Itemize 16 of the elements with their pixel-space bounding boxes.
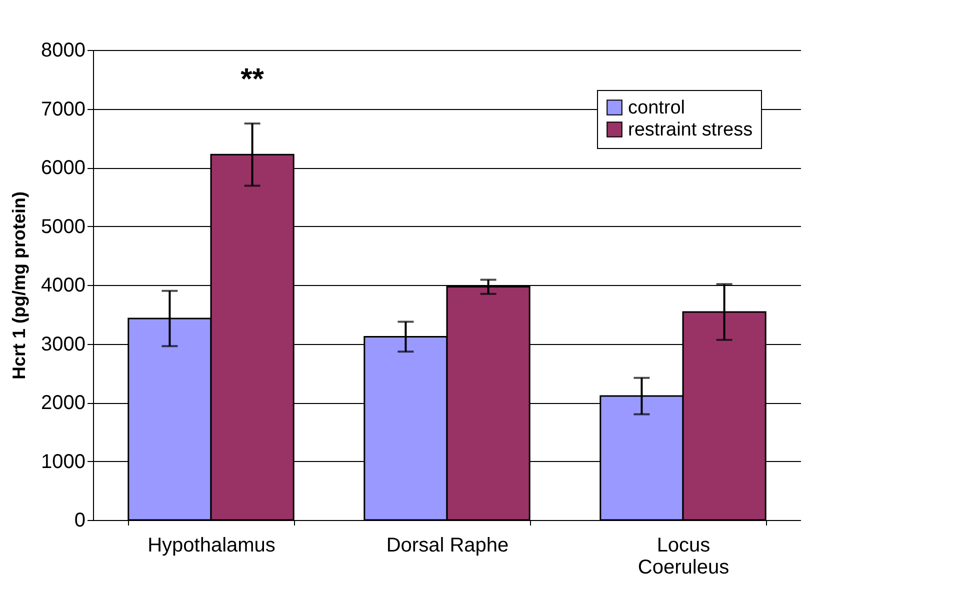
y-tick-label: 2000 — [41, 392, 86, 414]
y-tick-label: 6000 — [41, 157, 86, 179]
y-tick-label: 8000 — [41, 40, 86, 62]
legend-label: control — [628, 98, 686, 118]
y-tick-label: 3000 — [41, 333, 86, 356]
y-tick-label: 0 — [74, 510, 86, 532]
y-tick-label: 1000 — [41, 450, 86, 473]
x-tick-label: Dorsal Raphe — [386, 534, 509, 556]
y-tick-label: 7000 — [41, 98, 86, 120]
y-tick-label: 4000 — [41, 274, 86, 296]
annotation: ** — [240, 63, 264, 96]
legend-label: restraint stress — [628, 120, 753, 140]
x-tick-label: Hypothalamus — [148, 534, 276, 556]
y-axis-title: Hcrt 1 (pg/mg protein) — [9, 191, 30, 380]
x-tick-label: Locus Coeruleus — [638, 534, 730, 578]
y-tick-label: 5000 — [41, 216, 86, 238]
